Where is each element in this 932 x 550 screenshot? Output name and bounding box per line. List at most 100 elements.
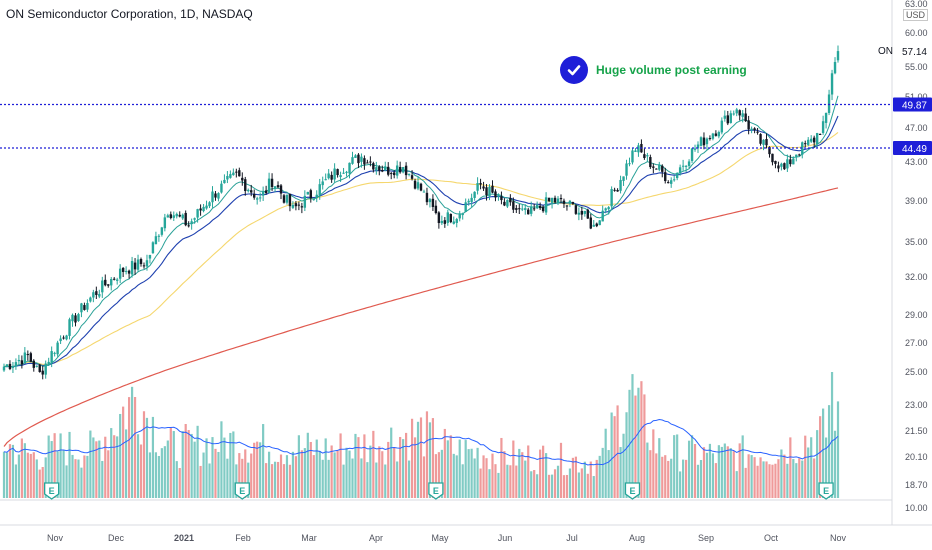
volume-bar xyxy=(342,464,345,498)
candle-body xyxy=(205,205,208,209)
ema-21-line xyxy=(3,115,839,368)
candle-body xyxy=(491,185,494,193)
candle-body xyxy=(559,198,563,200)
candle-body xyxy=(398,166,402,173)
volume-bar xyxy=(321,459,324,498)
volume-bar xyxy=(506,464,509,498)
volume-bar xyxy=(819,416,822,498)
candle-body xyxy=(777,165,780,169)
volume-bar xyxy=(533,470,536,498)
volume-bar xyxy=(363,434,366,498)
volume-bar xyxy=(765,461,768,498)
volume-bar xyxy=(330,445,333,498)
volume-bar xyxy=(390,427,393,498)
candle-body xyxy=(288,193,292,207)
volume-bar xyxy=(458,439,461,498)
currency-label[interactable]: USD xyxy=(903,9,929,21)
volume-bar xyxy=(795,463,798,498)
volume-bar xyxy=(107,450,110,498)
volume-bar xyxy=(550,474,554,498)
candle-body xyxy=(693,148,697,150)
x-tick-label: 2021 xyxy=(174,533,194,543)
volume-bar xyxy=(26,452,29,498)
candle-body xyxy=(315,194,318,199)
candle-body xyxy=(836,51,840,61)
x-tick-label: Aug xyxy=(629,533,645,543)
candle-body xyxy=(762,139,765,145)
y-tick-label: 25.00 xyxy=(905,367,928,377)
volume-bar xyxy=(148,452,152,498)
volume-bar xyxy=(622,433,625,498)
volume-bar xyxy=(238,453,241,498)
volume-bar xyxy=(774,463,777,498)
candle-body xyxy=(443,220,447,224)
volume-bar xyxy=(348,450,351,498)
volume-bar xyxy=(670,458,673,498)
candle-body xyxy=(264,190,268,194)
candle-body xyxy=(521,208,524,210)
candle-body xyxy=(589,217,592,229)
candle-body xyxy=(747,120,750,130)
volume-bar xyxy=(732,451,735,498)
volume-bar xyxy=(92,437,95,498)
candle-body xyxy=(232,172,235,176)
candle-body xyxy=(306,191,310,195)
candle-body xyxy=(80,303,83,313)
volume-bar xyxy=(208,463,211,498)
candle-body xyxy=(208,202,211,207)
candle-body xyxy=(223,179,226,184)
candle-body xyxy=(512,201,515,210)
volume-bar xyxy=(440,449,443,498)
candle-body xyxy=(157,235,161,237)
volume-bar xyxy=(291,451,295,498)
volume-bar xyxy=(822,408,825,498)
volume-bar xyxy=(759,457,762,498)
candle-body xyxy=(532,208,536,210)
y-tick-label: 21.50 xyxy=(905,426,928,436)
level-price-label: 49.87 xyxy=(902,101,927,112)
volume-bar xyxy=(714,463,717,498)
volume-bar xyxy=(598,455,601,498)
volume-bar xyxy=(676,434,679,498)
volume-bar xyxy=(565,474,569,498)
candle-body xyxy=(524,208,527,211)
candle-body xyxy=(381,169,384,172)
volume-bar xyxy=(169,427,172,498)
volume-bar xyxy=(184,424,187,498)
volume-bar xyxy=(646,442,649,498)
volume-bar xyxy=(682,459,685,498)
candle-body xyxy=(488,186,491,197)
candle-body xyxy=(467,200,470,203)
candle-body xyxy=(407,173,411,175)
candle-body xyxy=(550,197,554,203)
earnings-badge-shape xyxy=(44,482,60,500)
candle-body xyxy=(59,338,62,342)
volume-bar xyxy=(267,451,271,498)
candle-body xyxy=(509,198,512,203)
candle-body xyxy=(410,175,414,179)
candle-body xyxy=(595,223,598,227)
ema-10-line xyxy=(3,95,839,368)
candle-body xyxy=(452,221,455,224)
volume-bar xyxy=(104,436,107,498)
volume-bar xyxy=(661,456,664,498)
candle-body xyxy=(77,314,80,322)
volume-bar xyxy=(416,421,420,498)
candle-body xyxy=(291,204,295,208)
volume-bar xyxy=(536,474,539,498)
volume-bar xyxy=(574,456,577,498)
candle-body xyxy=(35,365,38,367)
volume-bar xyxy=(214,448,217,498)
volume-bar xyxy=(443,428,446,498)
volume-bar xyxy=(545,453,548,498)
candle-body xyxy=(678,167,682,174)
volume-bar xyxy=(553,469,557,498)
candle-body xyxy=(193,218,196,220)
candle-body xyxy=(696,144,700,149)
candle-body xyxy=(211,191,214,203)
candle-body xyxy=(172,215,175,218)
candle-body xyxy=(437,212,441,224)
candle-body xyxy=(372,163,375,170)
candle-body xyxy=(145,260,149,267)
